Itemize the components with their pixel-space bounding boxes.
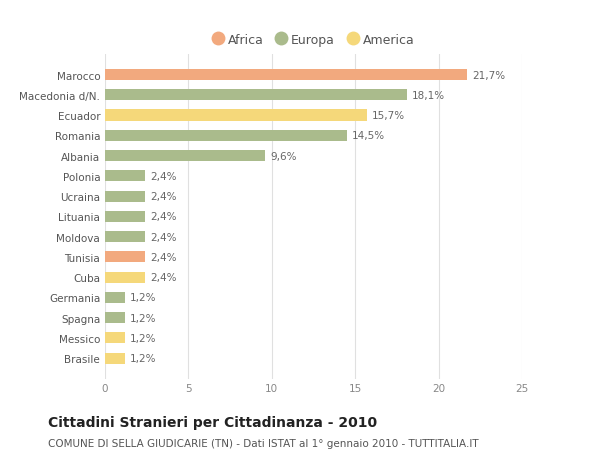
Text: 2,4%: 2,4%	[150, 172, 176, 181]
Bar	[105, 272, 145, 283]
Legend: Africa, Europa, America: Africa, Europa, America	[208, 29, 419, 52]
Text: COMUNE DI SELLA GIUDICARIE (TN) - Dati ISTAT al 1° gennaio 2010 - TUTTITALIA.IT: COMUNE DI SELLA GIUDICARIE (TN) - Dati I…	[48, 438, 479, 448]
Text: 2,4%: 2,4%	[150, 252, 176, 262]
Text: 21,7%: 21,7%	[472, 70, 505, 80]
Bar	[105, 191, 145, 202]
Text: 1,2%: 1,2%	[130, 293, 157, 303]
Bar	[105, 70, 467, 81]
Text: 1,2%: 1,2%	[130, 313, 157, 323]
Text: 9,6%: 9,6%	[270, 151, 296, 161]
Bar	[105, 110, 367, 121]
Bar	[105, 313, 125, 324]
Text: 2,4%: 2,4%	[150, 212, 176, 222]
Text: 2,4%: 2,4%	[150, 232, 176, 242]
Bar	[105, 211, 145, 223]
Text: 14,5%: 14,5%	[352, 131, 385, 141]
Text: 1,2%: 1,2%	[130, 353, 157, 364]
Text: 15,7%: 15,7%	[372, 111, 405, 121]
Bar	[105, 171, 145, 182]
Text: 1,2%: 1,2%	[130, 333, 157, 343]
Bar	[105, 252, 145, 263]
Bar	[105, 333, 125, 344]
Bar	[105, 231, 145, 243]
Bar	[105, 90, 407, 101]
Bar	[105, 151, 265, 162]
Bar	[105, 292, 125, 303]
Text: 2,4%: 2,4%	[150, 192, 176, 202]
Text: 2,4%: 2,4%	[150, 273, 176, 283]
Bar	[105, 130, 347, 141]
Text: Cittadini Stranieri per Cittadinanza - 2010: Cittadini Stranieri per Cittadinanza - 2…	[48, 415, 377, 429]
Text: 18,1%: 18,1%	[412, 90, 445, 101]
Bar	[105, 353, 125, 364]
